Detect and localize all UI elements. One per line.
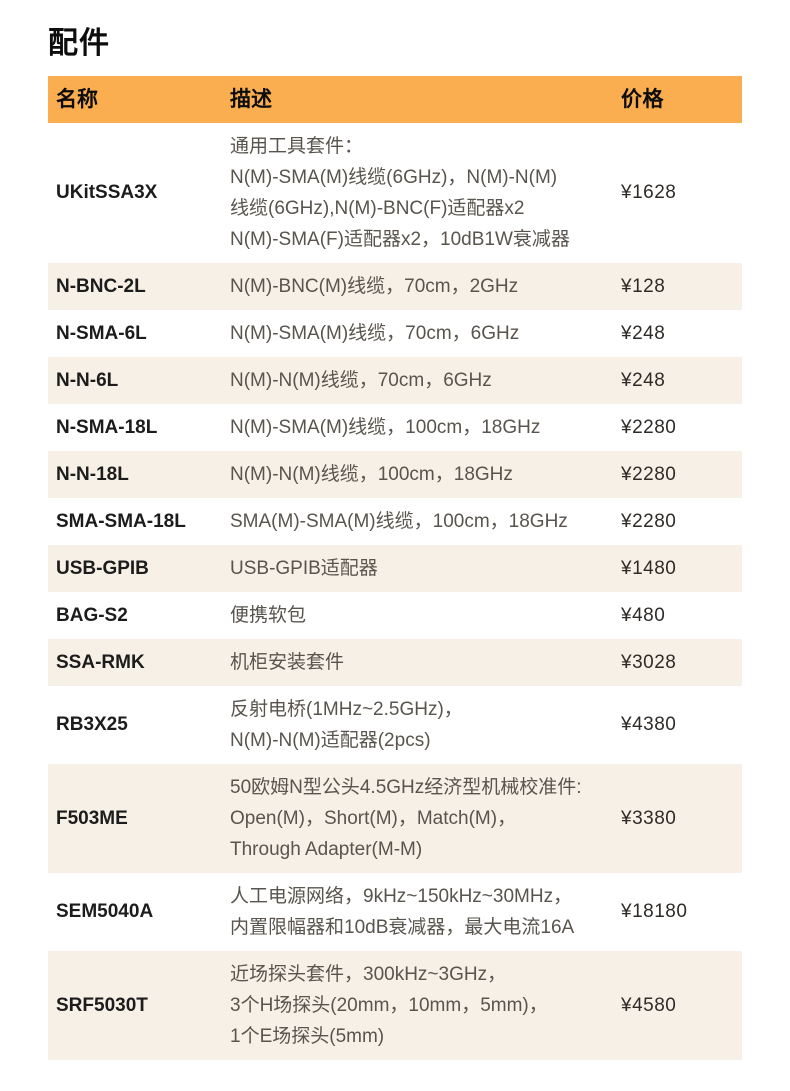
table-row: USB-GPIB USB-GPIB适配器 ¥1480 [48,545,742,592]
table-row: N-SMA-18L N(M)-SMA(M)线缆，100cm，18GHz ¥2280 [48,404,742,451]
row-description: 通用工具套件： N(M)-SMA(M)线缆(6GHz)，N(M)-N(M) 线缆… [230,136,570,250]
table-row: F503ME 50欧姆N型公头4.5GHz经济型机械校准件: Open(M)，Sh… [48,764,742,873]
row-description: 反射电桥(1MHz~2.5GHz)， N(M)-N(M)适配器(2pcs) [230,699,463,751]
row-description: N(M)-SMA(M)线缆，100cm，18GHz [230,417,541,438]
row-name: SEM5040A [56,901,154,922]
row-name: F503ME [56,807,128,829]
table-row: N-SMA-6L N(M)-SMA(M)线缆，70cm，6GHz ¥248 [48,310,742,357]
row-price: ¥480 [621,604,666,626]
row-description: N(M)-N(M)线缆，100cm，18GHz [230,464,513,485]
row-name: SRF5030T [56,994,148,1016]
row-price: ¥1480 [621,557,677,579]
table-row: SRF5030T 近场探头套件，300kHz~3GHz， 3个H场探头(20mm，… [48,951,742,1060]
table-row: N-BNC-2L N(M)-BNC(M)线缆，70cm，2GHz ¥128 [48,263,742,310]
table-row: UKitSSA3X 通用工具套件： N(M)-SMA(M)线缆(6GHz)，N(M… [48,123,742,263]
column-header-name: 名称 [56,88,98,111]
row-price: ¥2280 [621,416,677,438]
row-price: ¥4580 [621,994,677,1016]
table-row: N-N-6L N(M)-N(M)线缆，70cm，6GHz ¥248 [48,357,742,404]
row-price: ¥4380 [621,714,677,735]
row-price: ¥18180 [621,901,688,922]
table-body: UKitSSA3X 通用工具套件： N(M)-SMA(M)线缆(6GHz)，N(M… [48,123,742,1060]
table-row: SSA-RMK 机柜安装套件 ¥3028 [48,639,742,686]
table-header-row: 名称 描述 价格 [48,76,742,123]
table-row: BAG-S2 便携软包 ¥480 [48,592,742,639]
row-name: UKitSSA3X [56,182,158,203]
row-description: USB-GPIB适配器 [230,558,378,579]
column-header-desc: 描述 [230,88,272,111]
row-description: N(M)-N(M)线缆，70cm，6GHz [230,370,492,391]
row-name: N-N-18L [56,463,129,485]
row-description: N(M)-BNC(M)线缆，70cm，2GHz [230,276,519,297]
column-header-price: 价格 [621,88,664,111]
page-title: 配件 [48,27,110,60]
row-name: N-BNC-2L [56,275,146,297]
accessories-page: 配件 名称 描述 价格 UKitSSA3X 通用工具套件： N(M)-SMA(M)… [48,27,742,1060]
row-price: ¥128 [621,275,666,297]
row-description: 50欧姆N型公头4.5GHz经济型机械校准件: Open(M)，Short(M)… [230,777,582,860]
row-price: ¥3380 [621,807,677,829]
row-description: N(M)-SMA(M)线缆，70cm，6GHz [230,323,520,344]
row-name: RB3X25 [56,714,128,735]
row-description: 机柜安装套件 [230,652,345,673]
row-name: N-N-6L [56,369,119,391]
table-row: RB3X25 反射电桥(1MHz~2.5GHz)， N(M)-N(M)适配器(2p… [48,686,742,764]
row-description: 近场探头套件，300kHz~3GHz， 3个H场探头(20mm，10mm，5mm… [230,964,548,1047]
row-price: ¥248 [621,322,666,344]
table-row: SMA-SMA-18L SMA(M)-SMA(M)线缆，100cm，18GHz ¥2… [48,498,742,545]
table-row: SEM5040A 人工电源网络，9kHz~150kHz~30MHz， 内置限幅器和… [48,873,742,951]
row-name: N-SMA-18L [56,416,158,438]
accessories-table: 名称 描述 价格 UKitSSA3X 通用工具套件： N(M)-SMA(M)线缆(… [48,76,742,1060]
row-name: BAG-S2 [56,604,128,626]
row-name: SSA-RMK [56,651,145,673]
row-description: 便携软包 [230,605,307,626]
row-name: USB-GPIB [56,557,149,579]
row-price: ¥3028 [621,651,677,673]
row-description: 人工电源网络，9kHz~150kHz~30MHz， 内置限幅器和10dB衰减器，… [230,886,575,938]
row-price: ¥2280 [621,463,677,485]
row-price: ¥1628 [621,182,677,203]
row-name: SMA-SMA-18L [56,510,186,532]
row-price: ¥248 [621,369,666,391]
row-price: ¥2280 [621,510,677,532]
row-description: SMA(M)-SMA(M)线缆，100cm，18GHz [230,511,568,532]
table-row: N-N-18L N(M)-N(M)线缆，100cm，18GHz ¥2280 [48,451,742,498]
row-name: N-SMA-6L [56,322,147,344]
